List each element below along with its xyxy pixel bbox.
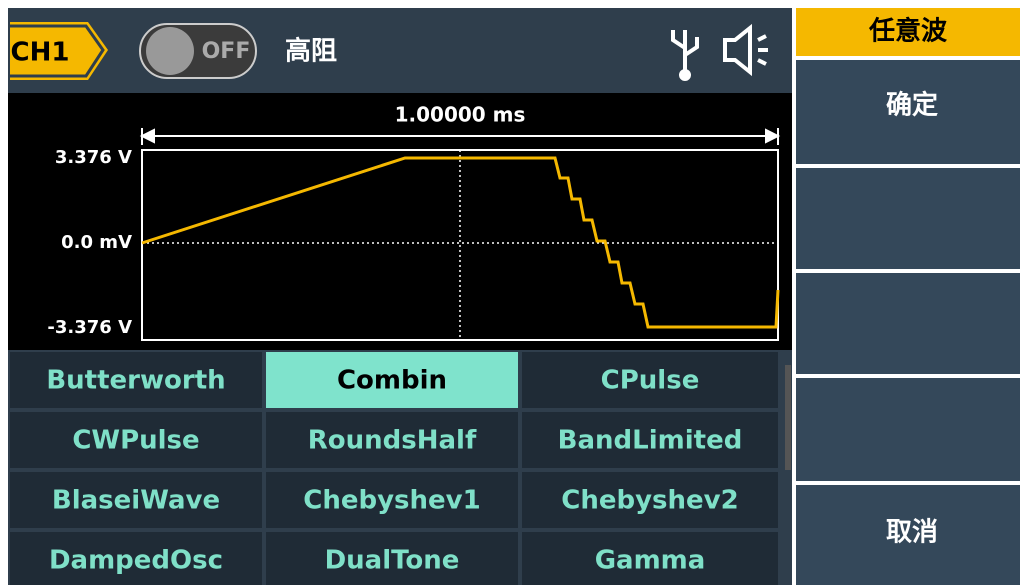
min-label: -3.376 V	[47, 317, 132, 338]
waveform-cell[interactable]	[266, 352, 518, 408]
mode-label: 高阻	[285, 36, 337, 67]
waveform-label: Butterworth	[46, 366, 225, 396]
period-label: 1.00000 ms	[395, 103, 526, 127]
cancel-label: 取消	[886, 518, 938, 548]
waveform-label: DampedOsc	[49, 546, 223, 576]
waveform-cell[interactable]	[522, 472, 778, 528]
waveform-label: DualTone	[325, 546, 460, 576]
waveform-cell[interactable]	[266, 472, 518, 528]
waveform-label: RoundsHalf	[308, 426, 477, 456]
waveform-cell[interactable]	[10, 352, 262, 408]
waveform-trace	[141, 156, 780, 329]
waveform-cell[interactable]	[10, 472, 262, 528]
waveform-cell[interactable]	[522, 532, 778, 585]
confirm-label: 确定	[886, 90, 938, 121]
waveform-label: BandLimited	[558, 426, 743, 456]
menu-button	[796, 168, 1020, 269]
period-arrow	[139, 128, 781, 145]
waveform-label: Gamma	[595, 546, 706, 576]
menu-title-bg	[796, 8, 1020, 56]
toggle-knob	[146, 27, 194, 75]
waveform-label: Combin	[337, 366, 447, 396]
channel-outline	[10, 24, 105, 78]
toggle-label: OFF	[202, 39, 251, 64]
waveform-cell[interactable]	[266, 532, 518, 585]
status-icons	[671, 23, 768, 81]
menu-title: 任意波	[868, 16, 948, 47]
channel-badge	[10, 22, 108, 80]
waveform-cell[interactable]	[10, 532, 262, 585]
waveform-cell[interactable]	[10, 412, 262, 468]
channel-label: CH1	[11, 38, 70, 68]
preview-area	[8, 93, 792, 350]
plot-crosshair	[142, 150, 778, 340]
scrollbar	[785, 365, 791, 470]
menu-button	[796, 273, 1020, 374]
menu-button[interactable]	[796, 485, 1020, 585]
waveform-cell[interactable]	[522, 412, 778, 468]
waveform-label: Chebyshev2	[561, 486, 738, 516]
max-label: 3.376 V	[55, 147, 132, 168]
menu-button[interactable]	[796, 60, 1020, 164]
mid-label: 0.0 mV	[61, 232, 132, 253]
waveform-label: CPulse	[601, 366, 700, 396]
menu-button	[796, 378, 1020, 481]
waveform-cell[interactable]	[522, 352, 778, 408]
waveform-label: Chebyshev1	[303, 486, 480, 516]
waveform-label: BlaseiWave	[52, 486, 220, 516]
waveform-label: CWPulse	[72, 426, 199, 456]
waveform-cell[interactable]	[266, 412, 518, 468]
